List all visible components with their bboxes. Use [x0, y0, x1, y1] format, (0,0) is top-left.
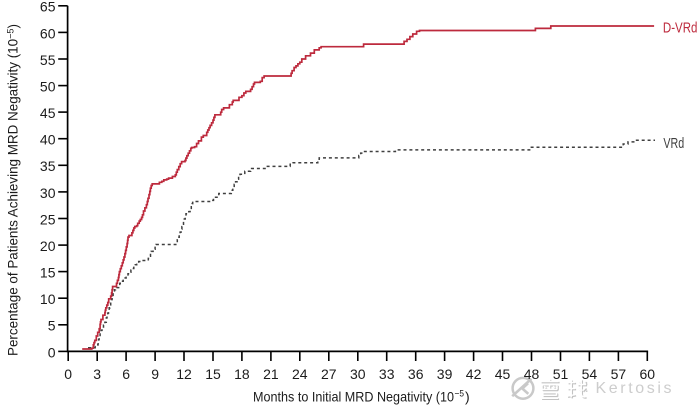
- svg-text:40: 40: [40, 132, 56, 148]
- svg-text:60: 60: [640, 366, 656, 382]
- svg-text:5: 5: [48, 318, 56, 334]
- svg-text:VRd: VRd: [663, 135, 684, 152]
- svg-text:36: 36: [408, 366, 424, 382]
- svg-text:42: 42: [466, 366, 482, 382]
- svg-text:15: 15: [205, 366, 221, 382]
- svg-text:10: 10: [40, 291, 56, 307]
- svg-text:3: 3: [93, 366, 101, 382]
- svg-text:−5: −5: [455, 389, 465, 400]
- svg-text:30: 30: [350, 366, 366, 382]
- svg-text:21: 21: [263, 366, 279, 382]
- svg-text:9: 9: [151, 366, 159, 382]
- svg-text:45: 45: [40, 105, 56, 121]
- svg-text:): ): [465, 389, 470, 405]
- svg-text:35: 35: [40, 158, 56, 174]
- svg-text:25: 25: [40, 211, 56, 227]
- svg-text:18: 18: [234, 366, 250, 382]
- svg-text:51: 51: [553, 366, 569, 382]
- svg-text:39: 39: [437, 366, 453, 382]
- svg-text:33: 33: [379, 366, 395, 382]
- svg-text:6: 6: [122, 366, 130, 382]
- svg-text::: :: [585, 379, 589, 396]
- svg-text:D-VRd: D-VRd: [663, 20, 698, 37]
- svg-text:50: 50: [40, 79, 56, 95]
- svg-text:55: 55: [40, 52, 56, 68]
- svg-text:65: 65: [40, 0, 56, 15]
- svg-text:Kertosis: Kertosis: [596, 380, 675, 397]
- svg-text:Percentage of Patients Achievi: Percentage of Patients Achieving MRD Neg…: [5, 24, 21, 356]
- svg-text:Months to Initial MRD Negativi: Months to Initial MRD Negativity (10: [253, 389, 454, 405]
- svg-text:15: 15: [40, 265, 56, 281]
- svg-text:12: 12: [176, 366, 192, 382]
- svg-text:0: 0: [48, 344, 56, 360]
- svg-text:24: 24: [292, 366, 308, 382]
- svg-text:30: 30: [40, 185, 56, 201]
- svg-text:48: 48: [524, 366, 540, 382]
- svg-text:54: 54: [582, 366, 598, 382]
- svg-text:0: 0: [64, 366, 72, 382]
- svg-text:45: 45: [495, 366, 511, 382]
- svg-text:60: 60: [40, 25, 56, 41]
- svg-text:57: 57: [611, 366, 627, 382]
- svg-text:27: 27: [321, 366, 337, 382]
- svg-text:20: 20: [40, 238, 56, 254]
